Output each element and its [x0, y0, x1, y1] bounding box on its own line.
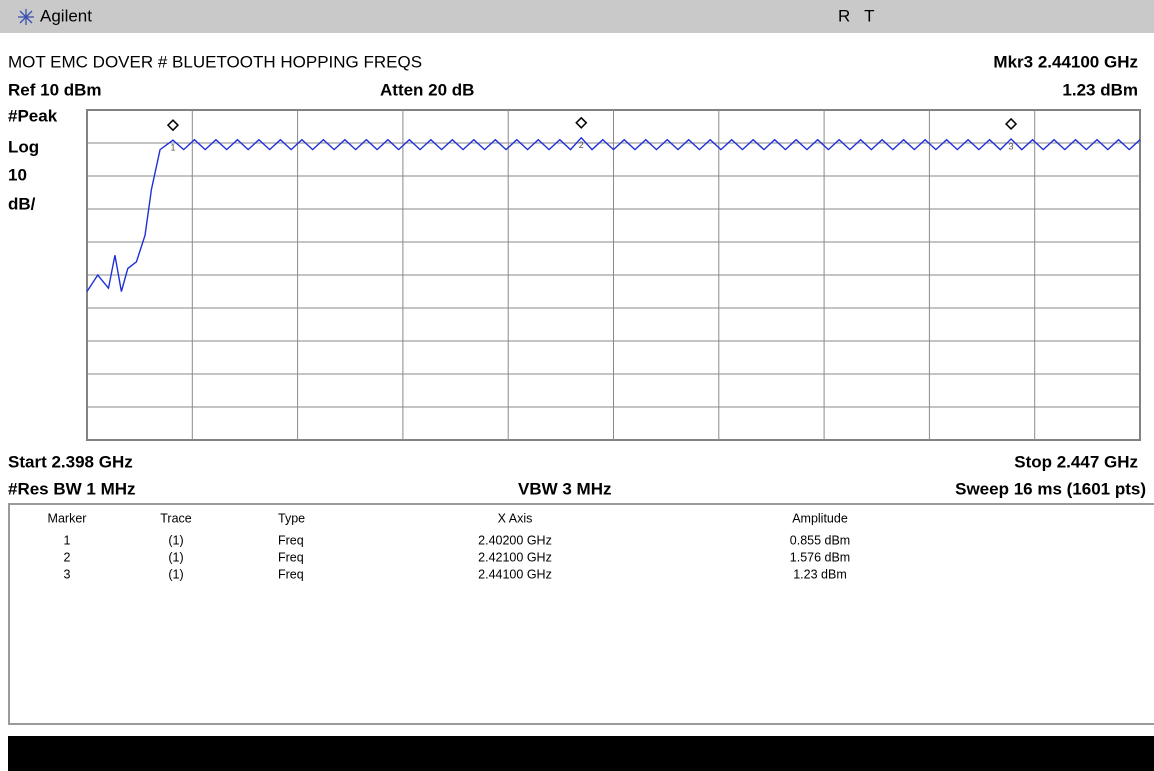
scale-unit: dB/ — [8, 194, 36, 213]
table-cell: (1) — [168, 550, 183, 564]
column-header: X Axis — [498, 511, 533, 525]
scale-value: 10 — [8, 165, 27, 184]
table-cell: 1.576 dBm — [790, 550, 850, 564]
table-cell: Freq — [278, 533, 304, 547]
table-cell: Freq — [278, 567, 304, 581]
table-cell: 1.23 dBm — [793, 567, 847, 581]
status: R T — [838, 6, 875, 25]
marker-diamond — [575, 116, 588, 129]
table-cell: 0.855 dBm — [790, 533, 850, 547]
table-cell: 2.42100 GHz — [478, 550, 552, 564]
marker-diamond — [166, 119, 180, 132]
message-bar — [8, 736, 1154, 771]
marker-readout: Mkr3 2.44100 GHz — [993, 52, 1138, 71]
marker-table-box — [8, 503, 1154, 725]
attenuation: Atten 20 dB — [380, 80, 474, 99]
table-cell: 2.44100 GHz — [478, 567, 552, 581]
table-cell: 2 — [64, 550, 71, 564]
agilent-logo — [18, 9, 34, 25]
column-header: Amplitude — [792, 511, 848, 525]
table-cell: 1 — [64, 533, 71, 547]
brand: Agilent — [40, 6, 92, 25]
table-cell: Freq — [278, 550, 304, 564]
title: MOT EMC DOVER # BLUETOOTH HOPPING FREQS — [8, 52, 422, 71]
start-freq: Start 2.398 GHz — [8, 452, 133, 471]
scale-type: Log — [8, 137, 39, 156]
table-cell: (1) — [168, 533, 183, 547]
marker-amplitude: 1.23 dBm — [1062, 80, 1138, 99]
marker-number: 1 — [170, 143, 175, 153]
marker-number: 3 — [1009, 141, 1014, 151]
marker-diamond — [1004, 117, 1018, 131]
title-bar — [0, 0, 1154, 33]
rbw: #Res BW 1 MHz — [8, 479, 136, 498]
table-cell: 3 — [64, 567, 71, 581]
column-header: Trace — [160, 511, 192, 525]
sweep: Sweep 16 ms (1601 pts) — [955, 479, 1146, 498]
marker-table: Marker Trace Type X Axis Amplitude 1 (1) Freq 2.… — [48, 511, 851, 581]
marker-number: 2 — [579, 140, 584, 150]
column-header: Type — [278, 511, 305, 525]
table-cell: 2.40200 GHz — [478, 533, 552, 547]
detector: #Peak — [8, 106, 58, 125]
trace — [86, 136, 1141, 292]
column-header: Marker — [48, 511, 87, 525]
vbw: VBW 3 MHz — [518, 479, 612, 498]
stop-freq: Stop 2.447 GHz — [1014, 452, 1138, 471]
plot: 1 2 3 — [86, 109, 1141, 441]
ref-level: Ref 10 dBm — [8, 80, 102, 99]
table-cell: (1) — [168, 567, 183, 581]
